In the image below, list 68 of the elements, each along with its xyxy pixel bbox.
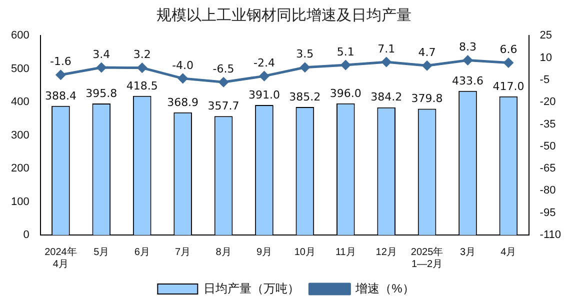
point [422, 60, 432, 70]
data-label: -1.6 [50, 55, 72, 68]
data-label: 6.6 [500, 43, 518, 56]
data-label: 4.7 [418, 46, 436, 59]
point [56, 70, 66, 80]
y2-tick-label: 25 [540, 30, 552, 42]
data-label: 384.2 [370, 90, 402, 104]
x-tick-label: 3月 [460, 246, 476, 258]
chart-title: 规模以上工业钢材同比增速及日均产量 [156, 5, 412, 26]
legend-label: 日均产量（万吨） [204, 281, 300, 296]
point [137, 63, 147, 73]
point [178, 74, 188, 84]
x-tick-label: 6月 [134, 246, 150, 258]
data-label: 417.0 [492, 80, 524, 93]
x-tick-label: 10月 [294, 246, 316, 258]
y2-tick-label: -20 [540, 96, 556, 108]
point [300, 62, 310, 72]
y2-tick-label: 10 [540, 52, 552, 64]
point [340, 60, 350, 70]
x-tick-label: 12月 [376, 246, 397, 258]
x-tick-label: 9月 [256, 246, 272, 258]
data-label: 433.6 [452, 74, 484, 88]
y-tick-label: 100 [10, 196, 30, 208]
point [259, 71, 269, 81]
y-tick-label: 400 [10, 96, 30, 108]
data-label: 357.7 [208, 99, 240, 112]
data-label: 368.9 [167, 96, 199, 109]
data-label: 5.1 [336, 45, 354, 58]
data-label: 3.2 [133, 48, 151, 62]
y-tick-label: 200 [10, 162, 30, 175]
point [96, 62, 106, 72]
x-tick-label: 11月 [335, 246, 356, 258]
y2-tick-label: -65 [540, 162, 556, 175]
data-label: 385.2 [289, 90, 321, 104]
data-label: 7.1 [378, 42, 396, 56]
data-label: 3.5 [296, 48, 314, 61]
y2-tick-label: -35 [540, 118, 556, 130]
point [382, 57, 392, 67]
data-label: 395.8 [86, 86, 118, 100]
data-label: -2.4 [253, 56, 275, 70]
data-label: 391.0 [248, 88, 280, 102]
x-tick-label: 2024年 4月 [44, 246, 77, 270]
data-label: 418.5 [126, 79, 158, 92]
y-tick-label: 0 [23, 229, 30, 242]
y2-tick-label: -80 [540, 184, 556, 197]
data-label: 3.4 [92, 48, 110, 61]
y2-tick-label: -50 [540, 140, 556, 152]
data-label: 8.3 [458, 40, 476, 54]
y-tick-label: 600 [10, 30, 30, 42]
point [218, 77, 228, 87]
point [462, 56, 472, 66]
y-tick-label: 500 [10, 62, 30, 75]
y2-tick-label: -95 [540, 206, 556, 219]
x-tick-label: 2025年 1—2月 [410, 246, 444, 270]
y2-tick-label: -5 [540, 74, 550, 86]
y2-tick-label: -110 [540, 229, 562, 242]
legend-label: 增速（%） [354, 281, 414, 296]
x-tick-label: 4月 [500, 246, 516, 258]
x-tick-label: 8月 [216, 246, 232, 258]
data-label: 379.8 [411, 92, 443, 106]
data-label: -4.0 [172, 58, 194, 72]
data-label: 396.0 [330, 86, 362, 100]
x-tick-label: 5月 [94, 246, 110, 258]
data-label: -6.5 [212, 62, 234, 76]
x-tick-label: 7月 [175, 246, 191, 258]
data-label: 388.4 [44, 89, 76, 102]
point [504, 58, 514, 68]
y-tick-label: 300 [10, 129, 30, 142]
